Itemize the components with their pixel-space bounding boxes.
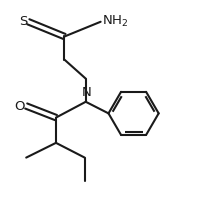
Text: NH$_2$: NH$_2$: [102, 14, 128, 29]
Text: O: O: [15, 99, 25, 113]
Text: S: S: [19, 15, 27, 28]
Text: N: N: [82, 86, 92, 99]
